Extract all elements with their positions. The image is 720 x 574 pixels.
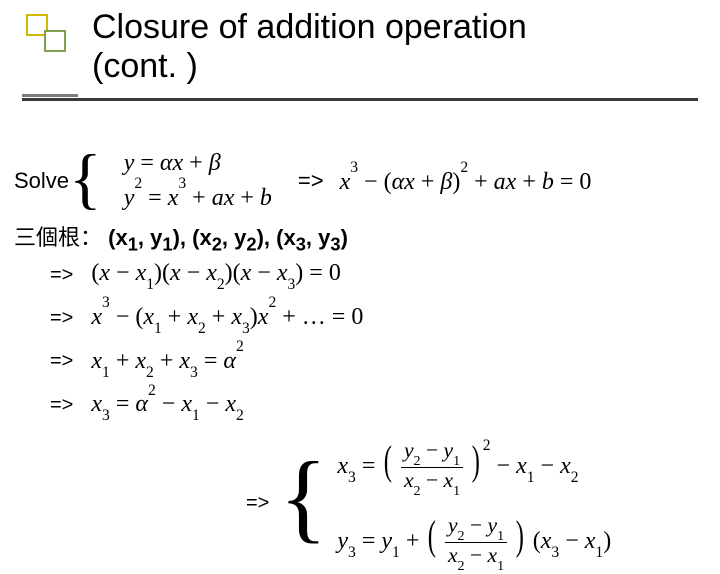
system-equations: y = αx + β y2 = x3 + ax + b [124, 150, 272, 212]
impl-factored: (x − x1)(x − x2)(x − x3) = 0 [91, 260, 340, 291]
result-x3: x3 = ( y2 − y1 x2 − x1 )2 − x1 − x2 [337, 436, 611, 495]
roots-label: 三個根： [14, 225, 102, 250]
solve-row: Solve { y = αx + β y2 = x3 + ax + b => x… [14, 150, 591, 212]
arrow-3: => [50, 307, 73, 330]
title-area: Closure of addition operation (cont. ) [0, 0, 720, 86]
impl-row-1: => (x − x1)(x − x2)(x − x3) = 0 [50, 260, 363, 291]
solve-label: Solve [14, 168, 69, 194]
eq-curve: y2 = x3 + ax + b [124, 183, 272, 212]
exp-2: 2 [483, 437, 491, 454]
result-stack: x3 = ( y2 − y1 x2 − x1 )2 − x1 − x2 y3 =… [337, 436, 611, 571]
arrow-2: => [50, 264, 73, 287]
roots-list: (x1, y1), (x2, y2), (x3, y3) [108, 225, 348, 250]
frac-x3: y2 − y1 x2 − x1 [401, 440, 463, 496]
result-block: => { x3 = ( y2 − y1 x2 − x1 )2 − x1 − x2… [246, 436, 611, 571]
impl-x3: x3 = α2 − x1 − x2 [91, 389, 243, 422]
brace-system: { [69, 155, 102, 203]
roots-row: 三個根： (x1, y1), (x2, y2), (x3, y3) [14, 220, 348, 255]
impl-row-3: => x1 + x2 + x3 = α2 [50, 346, 363, 379]
result-y3: y3 = y1 + ( y2 − y1 x2 − x1 ) (x3 − x1) [337, 511, 611, 570]
title-rule [22, 98, 698, 101]
eq-y: y [124, 150, 135, 176]
arrow-6: => [246, 492, 269, 515]
arrow-5: => [50, 394, 73, 417]
title-rule-short [22, 94, 78, 97]
slide-title-line1: Closure of addition operation [92, 8, 720, 47]
impl-vieta: x1 + x2 + x3 = α2 [91, 346, 243, 379]
impl-row-4: => x3 = α2 − x1 − x2 [50, 389, 363, 422]
brace-result: { [279, 459, 327, 535]
decor-square-2 [44, 30, 66, 52]
arrow-1: => [298, 168, 324, 194]
cubic-eq: x3 − (αx + β)2 + ax + b = 0 [340, 167, 592, 196]
implications-block: => (x − x1)(x − x2)(x − x3) = 0 => x3 − … [50, 260, 363, 422]
impl-expanded: x3 − (x1 + x2 + x3)x2 + … = 0 [91, 302, 363, 335]
impl-row-2: => x3 − (x1 + x2 + x3)x2 + … = 0 [50, 302, 363, 335]
slide-title-line2: (cont. ) [92, 47, 720, 86]
frac-y3: y2 − y1 x2 − x1 [445, 515, 507, 571]
arrow-4: => [50, 350, 73, 373]
eq-line: y = αx + β [124, 150, 272, 177]
